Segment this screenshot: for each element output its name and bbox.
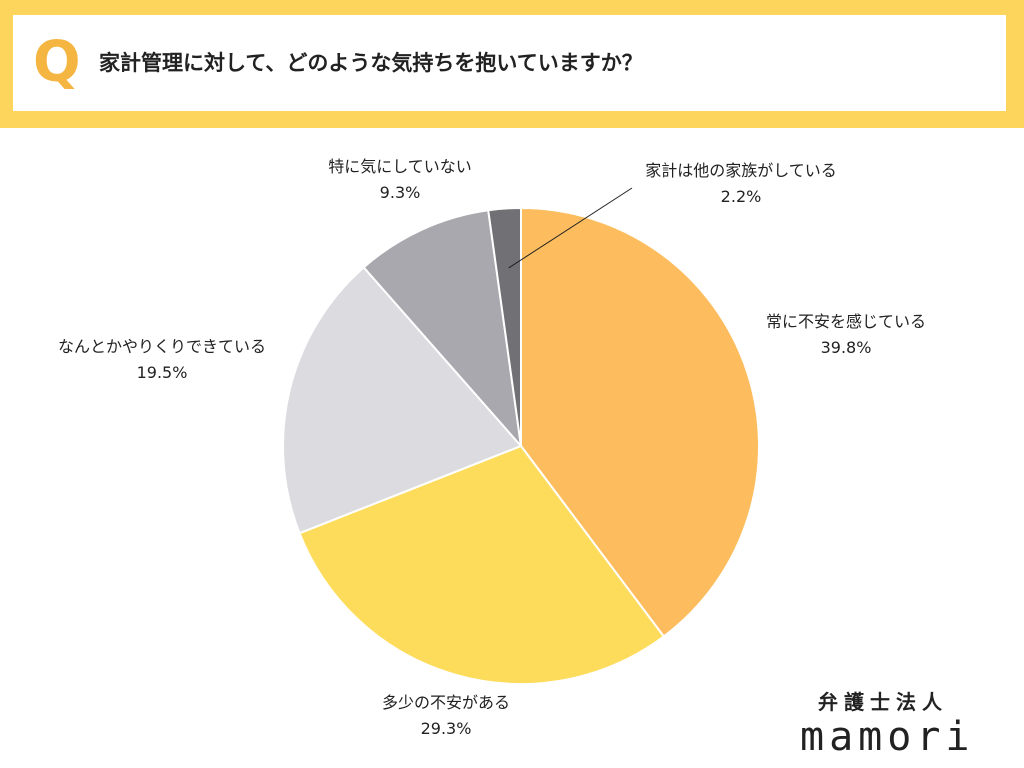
brand-name-jp: 弁護士法人: [818, 690, 948, 714]
slice-label: なんとかやりくりできている: [58, 337, 266, 356]
pie-slice: [520, 206, 760, 638]
question-marker: Q: [33, 30, 81, 95]
slice-value-label: 9.3%: [380, 183, 421, 202]
brand-name-en: mamori: [800, 714, 975, 760]
slice-label: 特に気にしていない: [328, 157, 472, 176]
slice-value-label: 19.5%: [137, 363, 188, 382]
question-title: 家計管理に対して、どのような気持ちを抱いていますか？: [99, 51, 643, 75]
pie-chart: 常に不安を感じている 39.8% 多少の不安がある 29.3% なんとかやりくりできてい…: [58, 157, 926, 738]
question-card: Q 家計管理に対して、どのような気持ちを抱いていますか？: [13, 15, 1006, 111]
slice-value-label: 2.2%: [721, 187, 762, 206]
slice-label: 家計は他の家族がしている: [645, 161, 837, 180]
pie-slice: [362, 209, 523, 450]
leader-line: [508, 187, 633, 269]
pie-slice: [487, 206, 522, 447]
slice-value-label: 29.3%: [421, 719, 472, 738]
pie-slice: [282, 265, 523, 535]
brand-logo: 弁護士法人 mamori: [800, 686, 1010, 759]
slice-label: 多少の不安がある: [382, 693, 510, 712]
slice-value-label: 39.8%: [821, 338, 872, 357]
slice-label: 常に不安を感じている: [766, 312, 926, 331]
pie-slice: [298, 444, 666, 685]
